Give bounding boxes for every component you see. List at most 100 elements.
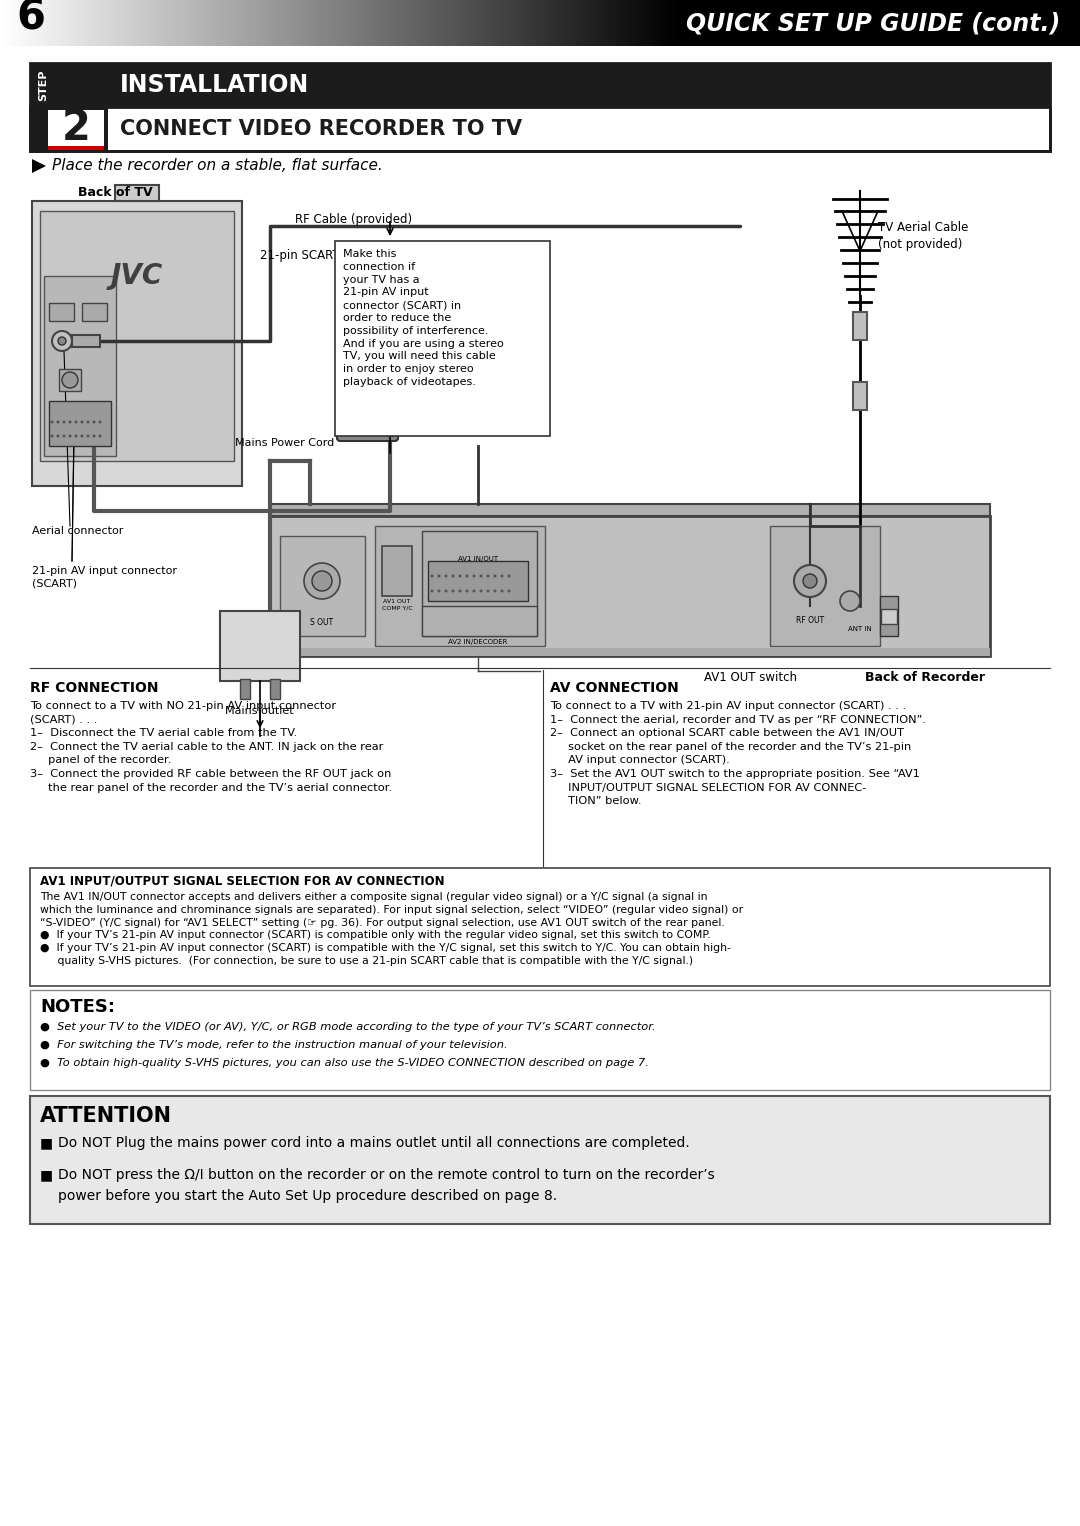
- Bar: [472, 0, 475, 46]
- Bar: [856, 0, 861, 46]
- Text: ●  Set your TV to the VIDEO (or AV), Y/C, or RGB mode according to the type of y: ● Set your TV to the VIDEO (or AV), Y/C,…: [40, 1022, 656, 1032]
- Circle shape: [465, 589, 469, 592]
- Bar: [48, 110, 104, 146]
- Bar: [770, 526, 880, 645]
- Bar: [278, 0, 281, 46]
- Circle shape: [81, 421, 83, 424]
- Bar: [832, 0, 836, 46]
- Bar: [1055, 0, 1058, 46]
- Bar: [32, 0, 37, 46]
- Circle shape: [93, 435, 95, 438]
- Bar: [392, 0, 396, 46]
- Circle shape: [303, 563, 340, 600]
- Circle shape: [840, 591, 860, 610]
- Text: To connect to a TV with NO 21-pin AV input connector
(SCART) . . .
1–  Disconnec: To connect to a TV with NO 21-pin AV inp…: [30, 700, 392, 792]
- Text: Back of Recorder: Back of Recorder: [865, 671, 985, 684]
- Bar: [306, 0, 310, 46]
- Circle shape: [63, 421, 66, 424]
- Circle shape: [312, 571, 332, 591]
- Bar: [30, 63, 1050, 107]
- Circle shape: [473, 574, 475, 577]
- Bar: [267, 0, 270, 46]
- Bar: [605, 0, 609, 46]
- Bar: [381, 0, 386, 46]
- Circle shape: [98, 421, 102, 424]
- Bar: [753, 0, 756, 46]
- Bar: [36, 0, 40, 46]
- Circle shape: [68, 421, 71, 424]
- Bar: [468, 0, 472, 46]
- Bar: [799, 0, 804, 46]
- Bar: [105, 0, 108, 46]
- Bar: [422, 606, 537, 636]
- Bar: [332, 0, 335, 46]
- Bar: [280, 536, 365, 636]
- Bar: [677, 0, 680, 46]
- Bar: [44, 276, 116, 456]
- Bar: [54, 0, 58, 46]
- Bar: [640, 0, 645, 46]
- Text: NOTES:: NOTES:: [40, 998, 114, 1016]
- Bar: [8, 0, 11, 46]
- Bar: [22, 0, 26, 46]
- Text: AV2 IN/DECODER: AV2 IN/DECODER: [448, 639, 508, 645]
- Bar: [818, 0, 821, 46]
- Bar: [537, 0, 540, 46]
- Bar: [486, 0, 490, 46]
- Bar: [1004, 0, 1009, 46]
- Bar: [94, 0, 97, 46]
- Bar: [400, 0, 404, 46]
- Text: Aerial connector: Aerial connector: [32, 526, 123, 536]
- Bar: [30, 1096, 1050, 1224]
- Text: The AV1 IN/OUT connector accepts and delivers either a composite signal (regular: The AV1 IN/OUT connector accepts and del…: [40, 893, 743, 966]
- Bar: [11, 0, 15, 46]
- Bar: [882, 0, 886, 46]
- Bar: [608, 0, 612, 46]
- Bar: [612, 0, 616, 46]
- Bar: [241, 0, 245, 46]
- Bar: [48, 146, 104, 150]
- Bar: [504, 0, 508, 46]
- Bar: [46, 0, 51, 46]
- Bar: [184, 0, 188, 46]
- Bar: [1058, 0, 1063, 46]
- Bar: [198, 0, 202, 46]
- Bar: [770, 0, 774, 46]
- Bar: [62, 0, 65, 46]
- Bar: [861, 0, 864, 46]
- Bar: [670, 0, 674, 46]
- Bar: [896, 0, 901, 46]
- Circle shape: [68, 435, 71, 438]
- Bar: [443, 0, 447, 46]
- Bar: [867, 0, 872, 46]
- Bar: [313, 0, 318, 46]
- Bar: [659, 0, 663, 46]
- Circle shape: [451, 574, 455, 577]
- Bar: [410, 0, 415, 46]
- Bar: [850, 0, 853, 46]
- Bar: [187, 0, 191, 46]
- Bar: [990, 0, 994, 46]
- Bar: [842, 0, 847, 46]
- Circle shape: [494, 574, 497, 577]
- Bar: [972, 0, 976, 46]
- Bar: [828, 0, 832, 46]
- Circle shape: [480, 589, 483, 592]
- Bar: [205, 0, 210, 46]
- Bar: [238, 0, 242, 46]
- Bar: [802, 0, 807, 46]
- Bar: [478, 0, 483, 46]
- Bar: [151, 0, 156, 46]
- Text: JVC: JVC: [111, 262, 163, 290]
- Circle shape: [51, 435, 54, 438]
- Bar: [30, 63, 1050, 151]
- Circle shape: [52, 331, 72, 351]
- Bar: [230, 0, 234, 46]
- FancyBboxPatch shape: [337, 403, 399, 441]
- Bar: [3, 0, 8, 46]
- Circle shape: [431, 574, 433, 577]
- Circle shape: [473, 589, 475, 592]
- Bar: [713, 0, 717, 46]
- Bar: [1023, 0, 1026, 46]
- Text: ■: ■: [40, 1167, 53, 1183]
